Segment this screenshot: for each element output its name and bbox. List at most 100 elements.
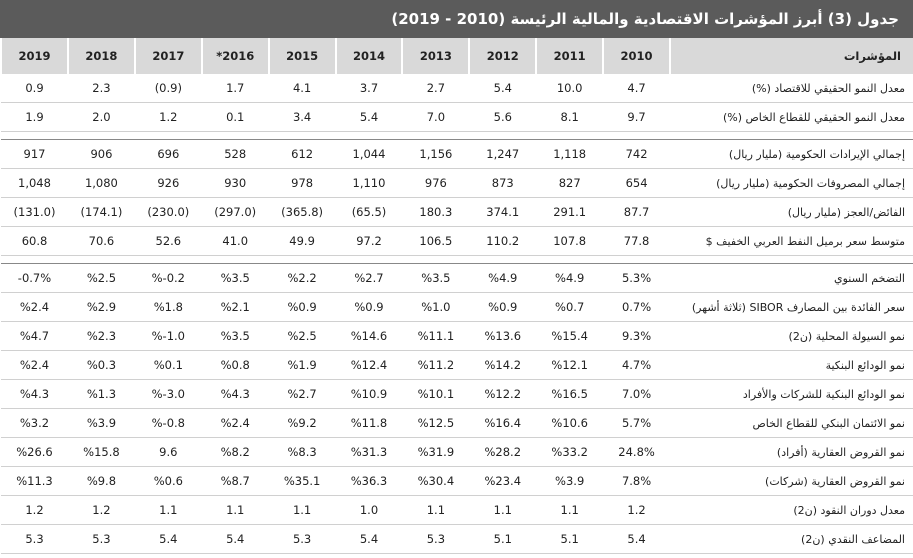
value: 0.9	[25, 81, 44, 95]
value-cell: %-0.8	[134, 408, 202, 438]
value: 1,048	[18, 176, 51, 190]
value-cell: %15.8	[67, 437, 135, 467]
data-row: نمو القروض العقارية (أفراد) 24.8% %33.2 %28…	[1, 437, 913, 467]
value: 2.3	[92, 81, 111, 95]
value-cell: 7.0%	[603, 379, 670, 409]
value: 1.9	[25, 110, 44, 124]
value: 5.6	[493, 110, 512, 124]
value: 7.0	[426, 110, 446, 124]
value-cell: %10.9	[335, 379, 403, 409]
value: %-0.2	[151, 271, 185, 285]
value-cell: 906	[67, 139, 135, 169]
value-cell: %4.3	[201, 379, 269, 409]
separator-cell	[1, 131, 913, 140]
value: %0.1	[153, 358, 183, 372]
value-cell: 5.4	[469, 74, 537, 103]
value-cell: 41.0	[201, 226, 269, 256]
value: %1.9	[287, 358, 317, 372]
value-cell: 1.2	[134, 102, 202, 132]
value-cell: (0.9)	[134, 74, 202, 103]
value: %4.3	[19, 387, 50, 401]
value: 1.2	[92, 503, 111, 517]
value-cell: %0.8	[201, 350, 269, 380]
value-cell: %31.3	[335, 437, 403, 467]
value-cell: 612	[268, 139, 336, 169]
value-cell: %3.5	[201, 263, 269, 293]
indicator-label: نمو القروض العقارية (أفراد)	[670, 437, 913, 467]
value-cell: %16.4	[469, 408, 537, 438]
indicator-label: نمو القروض العقارية (شركات)	[670, 466, 913, 496]
value: %0.8	[220, 358, 250, 372]
value-cell: 528	[201, 139, 269, 169]
value-cell: 9.7	[603, 102, 670, 132]
value-cell: %1.8	[134, 292, 202, 322]
value-cell: 52.6	[134, 226, 202, 256]
value-cell: %2.4	[201, 408, 269, 438]
value-cell: %35.1	[268, 466, 336, 496]
data-row: نمو القروض العقارية (شركات) 7.8% %3.9 %23.4…	[1, 466, 913, 496]
value: %11.8	[350, 416, 388, 430]
value-cell: %4.9	[536, 263, 604, 293]
value: 60.8	[21, 234, 48, 248]
value: 3.4	[292, 110, 312, 124]
value: %12.4	[350, 358, 388, 372]
value-cell: %14.2	[469, 350, 537, 380]
value-cell: %16.5	[536, 379, 604, 409]
value: %4.3	[220, 387, 250, 401]
value-cell: 827	[536, 168, 604, 198]
value-cell: %0.9	[335, 292, 403, 322]
value: %11.2	[417, 358, 455, 372]
value: 1.2	[25, 503, 44, 517]
indicator-label: التضخم السنوي	[670, 263, 913, 293]
value: %3.9	[86, 416, 117, 430]
value-cell: 1.1	[268, 495, 336, 525]
value-cell: %28.2	[469, 437, 537, 467]
value: 3.7	[359, 81, 379, 95]
value-cell: 2.7	[402, 74, 470, 103]
value-cell: 4.7%	[603, 350, 670, 380]
value: 4.1	[292, 81, 312, 95]
value-cell: 3.7	[335, 74, 403, 103]
indicator-label: نمو الائتمان البنكي للقطاع الخاص	[670, 408, 913, 438]
value: 1.1	[226, 503, 245, 517]
value-cell: %-3.0	[134, 379, 202, 409]
value: 873	[491, 176, 514, 190]
value-cell: %8.2	[201, 437, 269, 467]
value: %3.5	[220, 271, 250, 285]
value-cell: 1,044	[335, 139, 403, 169]
value-cell: %3.9	[536, 466, 604, 496]
value-cell: %-1.0	[134, 321, 202, 351]
value-cell: %1.3	[67, 379, 135, 409]
value-cell: %11.2	[402, 350, 470, 380]
value-cell: 1,080	[67, 168, 135, 198]
value-cell: 77.8	[603, 226, 670, 256]
value-cell: %2.7	[335, 263, 403, 293]
value: %1.3	[86, 387, 117, 401]
data-row: معدل النمو الحقيقي للقطاع الخاص (%) 9.7 8.…	[1, 102, 913, 132]
value-cell: 97.2	[335, 226, 403, 256]
value: %3.5	[220, 329, 250, 343]
value-cell: %11.3	[1, 466, 68, 496]
value-cell: %9.8	[67, 466, 135, 496]
value: (230.0)	[147, 205, 190, 219]
value: %2.1	[220, 300, 250, 314]
value: %13.6	[484, 329, 522, 343]
value: %1.8	[153, 300, 183, 314]
value-cell: 978	[268, 168, 336, 198]
group-separator	[1, 255, 913, 264]
value: 24.8%	[618, 445, 655, 459]
value-cell: 5.3%	[603, 263, 670, 293]
value: %15.8	[83, 445, 120, 459]
value-cell: %2.1	[201, 292, 269, 322]
value-cell: %11.8	[335, 408, 403, 438]
value-cell: %0.3	[67, 350, 135, 380]
value: 374.1	[486, 205, 520, 219]
value: %2.7	[354, 271, 384, 285]
value-cell: 5.4	[134, 524, 202, 554]
table-title: جدول (3) أبرز المؤشرات الاقتصادية والمال…	[0, 0, 913, 38]
data-row: المضاعف النقدي (ن2) 5.4 5.1 5.1 5.3 5.4 5.3 5.4…	[1, 524, 913, 554]
value-cell: %4.7	[1, 321, 68, 351]
value-cell: 742	[603, 139, 670, 169]
value-cell: 9.6	[134, 437, 202, 467]
